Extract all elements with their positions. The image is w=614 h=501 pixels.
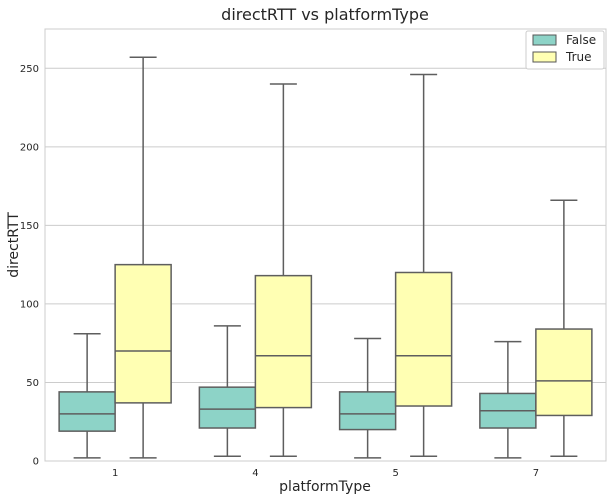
box-body	[394, 271, 453, 407]
box-true-1	[114, 56, 172, 459]
x-axis-label: platformType	[279, 479, 371, 495]
y-tick-label: 0	[33, 457, 39, 468]
legend-label-true: True	[565, 50, 592, 64]
box-body	[58, 391, 116, 432]
x-tick-label: 5	[392, 468, 398, 479]
x-tick-labels: 1 4 5 7	[112, 468, 539, 479]
legend-swatch-false	[532, 34, 557, 46]
box-true-7	[535, 199, 593, 458]
y-tick-label: 100	[20, 299, 39, 310]
legend-swatch-true	[532, 51, 557, 63]
box-true-4	[254, 83, 313, 458]
x-tick-label: 4	[252, 468, 258, 479]
y-tick-labels: 0 50 100 150 200 250	[20, 64, 39, 468]
box-false-1	[58, 333, 116, 459]
chart-title: directRTT vs platformType	[221, 5, 429, 24]
x-tick-label: 1	[112, 468, 118, 479]
box-body	[198, 386, 257, 429]
y-axis-label: directRTT	[6, 212, 22, 278]
box-false-7	[479, 340, 537, 459]
box-body	[338, 391, 397, 431]
y-tick-label: 200	[20, 142, 39, 153]
box-body	[114, 263, 172, 404]
box-body	[254, 274, 313, 409]
legend: False True	[525, 30, 605, 70]
y-tick-label: 50	[26, 378, 39, 389]
y-tick-label: 250	[20, 64, 39, 75]
legend-label-false: False	[566, 33, 596, 47]
box-true-5	[394, 73, 453, 458]
box-layer	[58, 56, 593, 459]
box-body	[535, 328, 593, 417]
box-false-5	[338, 337, 397, 459]
x-tick-label: 7	[533, 468, 539, 479]
box-false-4	[198, 325, 257, 458]
y-tick-label: 150	[20, 221, 39, 232]
